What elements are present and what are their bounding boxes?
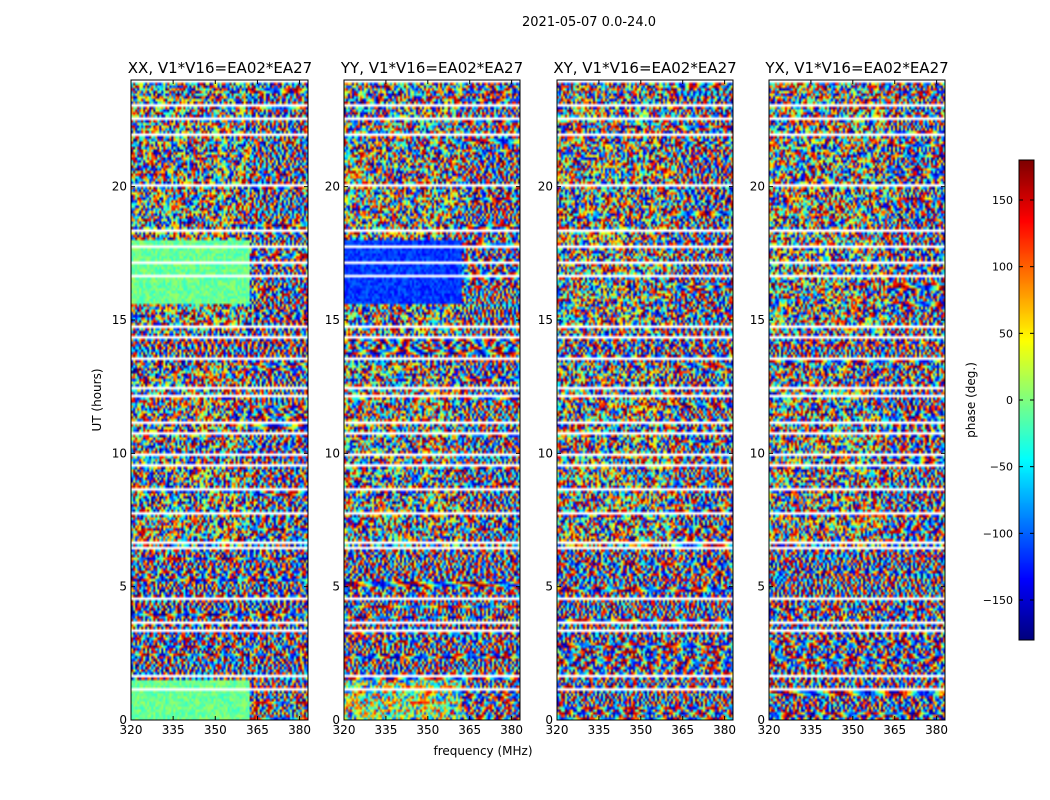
colorbar-label: phase (deg.) xyxy=(964,362,978,438)
y-tick-label: 10 xyxy=(112,446,127,460)
x-tick-label: 380 xyxy=(288,723,311,737)
axes-frame-yy xyxy=(343,79,521,721)
y-tick-label: 10 xyxy=(325,446,340,460)
y-tick-label: 15 xyxy=(750,313,765,327)
axes-frame-xx xyxy=(130,79,309,721)
x-tick-label: 320 xyxy=(546,723,569,737)
axes-frame-yx xyxy=(768,79,946,721)
y-tick-label: 15 xyxy=(538,313,553,327)
colorbar-tick-label: 50 xyxy=(999,327,1013,340)
y-tick-label: 0 xyxy=(119,713,127,727)
colorbar-tick-label: 150 xyxy=(992,194,1013,207)
colorbar: 150 100 50 0 −50 −100 −150 phase (deg.) xyxy=(964,159,1035,641)
y-tick-label: 10 xyxy=(538,446,553,460)
y-tick-label: 0 xyxy=(545,713,553,727)
y-tick-label: 15 xyxy=(112,313,127,327)
heatmap-yx xyxy=(769,80,945,720)
x-tick-label: 365 xyxy=(458,723,481,737)
y-tick-label: 5 xyxy=(119,580,127,594)
heatmap-xy xyxy=(557,80,733,720)
y-tick-label: 0 xyxy=(757,713,765,727)
colorbar-tick-label: −150 xyxy=(983,594,1013,607)
y-tick-label: 15 xyxy=(325,313,340,327)
y-tick-label: 5 xyxy=(545,580,553,594)
colorbar-tick-label: 0 xyxy=(1006,394,1013,407)
panel-yx: YX, V1*V16=EA02*EA27 xyxy=(764,59,949,721)
y-tick-label: 20 xyxy=(325,180,340,194)
x-tick-label: 350 xyxy=(841,723,864,737)
y-tick-label: 0 xyxy=(332,713,340,727)
y-tick-label: 20 xyxy=(750,180,765,194)
x-tick-label: 350 xyxy=(416,723,439,737)
x-tick-label: 335 xyxy=(799,723,822,737)
colorbar-gradient xyxy=(1019,160,1034,640)
x-tick-label: 380 xyxy=(500,723,523,737)
panel-xx: XX, V1*V16=EA02*EA27 xyxy=(128,59,312,721)
x-tick-label: 350 xyxy=(204,723,227,737)
y-tick-label: 5 xyxy=(332,580,340,594)
heatmap-yy xyxy=(344,80,520,720)
axes-frame-xy xyxy=(556,79,734,721)
x-tick-label: 320 xyxy=(758,723,781,737)
x-tick-label: 350 xyxy=(629,723,652,737)
x-tick-label: 320 xyxy=(333,723,356,737)
colorbar-tick-label: −100 xyxy=(983,527,1013,540)
y-tick-label: 20 xyxy=(538,180,553,194)
x-axis-label: frequency (MHz) xyxy=(433,744,532,758)
y-tick-label: 20 xyxy=(112,180,127,194)
panel-title-xy: XY, V1*V16=EA02*EA27 xyxy=(553,59,736,77)
y-tick-label: 10 xyxy=(750,446,765,460)
panel-title-xx: XX, V1*V16=EA02*EA27 xyxy=(128,59,312,77)
x-tick-label: 335 xyxy=(587,723,610,737)
panel-title-yx: YX, V1*V16=EA02*EA27 xyxy=(764,59,948,77)
x-tick-label: 335 xyxy=(374,723,397,737)
panel-xy: XY, V1*V16=EA02*EA27 xyxy=(553,59,737,721)
colorbar-tick-label: −50 xyxy=(990,461,1013,474)
y-axis-label: UT (hours) xyxy=(90,368,104,431)
heatmap-xx xyxy=(131,80,308,720)
colorbar-ticks: 150 100 50 0 −50 −100 −150 xyxy=(983,194,1034,607)
x-tick-label: 365 xyxy=(671,723,694,737)
figure-title: 2021-05-07 0.0-24.0 xyxy=(522,15,656,30)
axis-ticks: 320 335 350 365 380 0 5 10 15 20 320 335 350 365 380 0 5… xyxy=(112,80,948,737)
x-tick-label: 365 xyxy=(883,723,906,737)
x-tick-label: 365 xyxy=(246,723,269,737)
x-tick-label: 380 xyxy=(713,723,736,737)
x-tick-label: 320 xyxy=(120,723,143,737)
x-tick-label: 380 xyxy=(925,723,948,737)
x-tick-label: 335 xyxy=(162,723,185,737)
panel-yy: YY, V1*V16=EA02*EA27 xyxy=(340,59,523,721)
panel-title-yy: YY, V1*V16=EA02*EA27 xyxy=(340,59,523,77)
y-tick-label: 5 xyxy=(757,580,765,594)
colorbar-tick-label: 100 xyxy=(992,261,1013,274)
